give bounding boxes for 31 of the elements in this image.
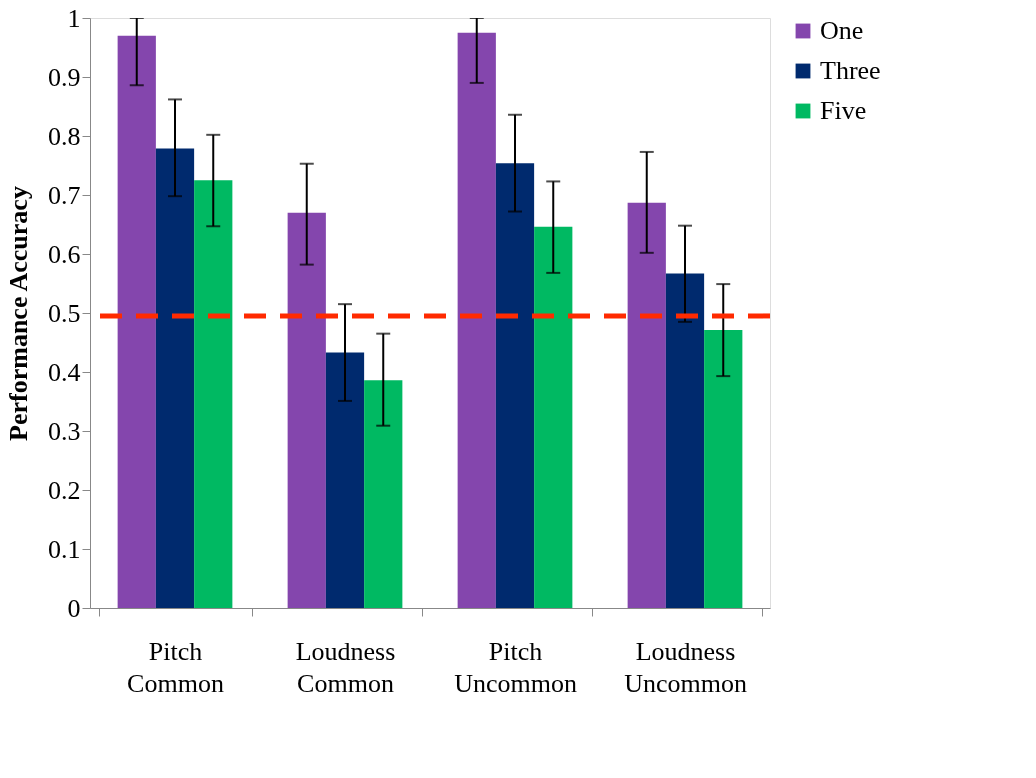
bar <box>364 380 403 608</box>
y-axis-title: Performance Accuracy <box>4 186 33 441</box>
legend-label: One <box>820 16 864 45</box>
y-tick-label: 0.1 <box>48 534 81 564</box>
y-tick-label: 0.3 <box>48 416 81 446</box>
y-tick-label: 0.8 <box>48 121 81 151</box>
bar <box>194 180 233 608</box>
bar <box>117 35 156 608</box>
bar <box>495 163 535 608</box>
x-tick-label: Loudness Uncommon <box>624 636 747 698</box>
y-tick-label: 0.4 <box>48 357 81 387</box>
y-tick-label: 0.2 <box>48 475 81 505</box>
legend-label: Five <box>820 96 867 125</box>
legend-label: Three <box>820 56 881 85</box>
x-tick-label: Pitch Uncommon <box>454 636 577 698</box>
bar <box>287 212 326 608</box>
y-tick-label: 0.9 <box>48 62 81 92</box>
bar <box>155 148 195 608</box>
y-tick-label: 0.6 <box>48 239 81 269</box>
y-tick-label: 1 <box>67 3 81 33</box>
y-tick-label: 0.7 <box>48 180 81 210</box>
bar <box>704 330 743 608</box>
bar <box>534 226 573 608</box>
y-tick-label: 0 <box>67 593 81 623</box>
bar <box>627 202 666 608</box>
bar <box>325 352 365 608</box>
x-tick-label: Pitch Common <box>127 636 224 698</box>
x-tick-label: Loudness Common <box>295 636 396 698</box>
bar <box>665 273 705 608</box>
bar <box>457 32 496 608</box>
y-tick-label: 0.5 <box>48 298 81 328</box>
